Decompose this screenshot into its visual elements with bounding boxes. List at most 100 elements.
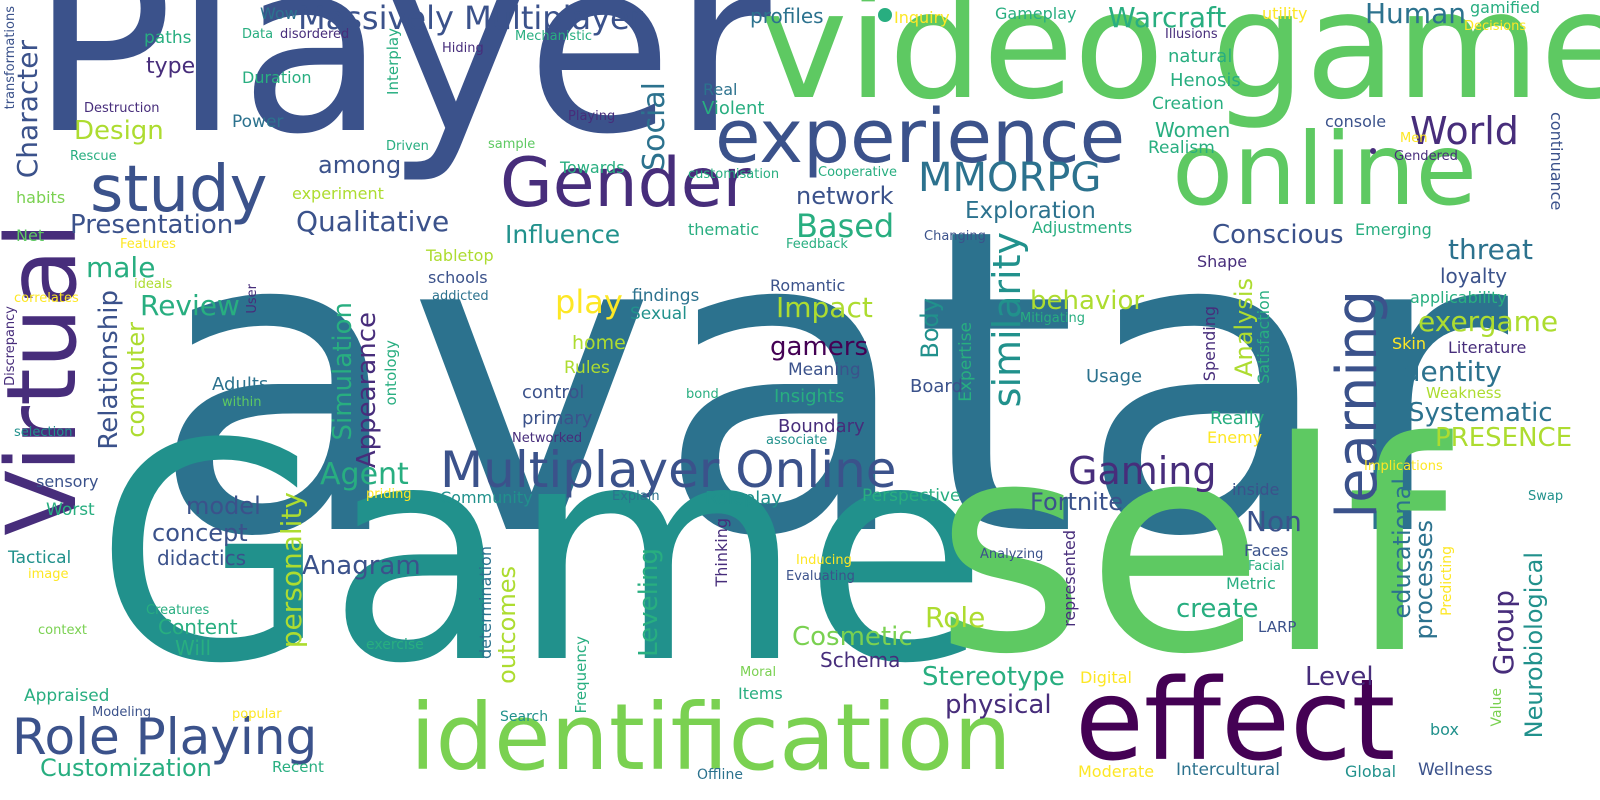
word-community: Community [440,488,533,507]
word-destruction: Destruction [84,101,160,116]
word-exergame: exergame [1418,305,1559,338]
word-content: Content [158,615,238,639]
word-romantic: Romantic [770,276,846,295]
word-explain: Explain [612,489,660,504]
word-moral: Moral [740,665,777,680]
word-men: Men [1400,131,1428,146]
word-creatures: Creatures [146,603,210,618]
word-emerging: Emerging [1355,220,1432,239]
word-fortnite: Fortnite [1030,488,1123,516]
word-sample: sample [488,137,536,152]
word-schema: Schema [820,648,901,672]
word-disordered: disordered [280,27,350,42]
word-creation: Creation [1152,94,1224,114]
word-feedback: Feedback [786,237,848,252]
word-rescue: Rescue [70,149,117,164]
word-ontology: ontology [382,340,400,406]
word-avatar: avatar [150,140,1509,629]
word-satisfaction: Satisfaction [1254,290,1273,384]
word-inside: inside [1232,480,1280,499]
word-video-game: video game [760,0,1600,132]
word-represented: represented [1060,530,1079,627]
word-human: Human [1365,0,1466,30]
word-swap: Swap [1528,489,1564,504]
word-non: Non [1246,505,1302,538]
word-type: type [146,54,196,79]
word-threat: threat [1448,233,1533,266]
word-social: Social [637,82,672,171]
word-identity: identity [1395,355,1502,388]
word-effect: effect [1075,656,1396,786]
word-analysis: Analysis [1230,278,1258,377]
word-search: Search [500,709,549,725]
word-play: play [555,283,623,321]
word-review: Review [140,289,240,322]
word-presentation: Presentation [70,210,234,240]
word-duration: Duration [242,68,312,87]
word-determination: determination [476,546,495,660]
word-player: Player [30,0,771,187]
word-behavior: behavior [1030,286,1145,316]
word-group: Group [1487,590,1520,676]
word-networked: Networked [512,431,583,446]
word-schools: schools [428,268,488,287]
word-real: Real [703,80,738,99]
word-henosis: Henosis [1170,70,1241,91]
word-transformations: transformations [3,6,18,110]
word-cosmetic: Cosmetic [792,622,913,652]
word-level: Level [1305,662,1374,692]
word-skin: Skin [1392,334,1427,353]
word-selection: selection [14,425,73,440]
dot-mark [878,8,892,22]
word-self: self [935,381,1448,718]
word-applicability: applicability [1410,288,1507,307]
word-facial: Facial [1248,559,1285,574]
word-mmorpg: MMORPG [918,155,1102,201]
word-utility: utility [1262,4,1308,23]
word-mechanistic: Mechanistic [515,29,593,44]
word-context: context [38,623,87,638]
word-network: network [796,182,894,210]
word-wow: Wow [260,4,298,23]
word-relationship: Relationship [94,290,124,450]
word-board: Board [910,376,963,397]
word-customisation: customisation [688,167,780,182]
word-home: home [572,332,626,354]
word-gamers: gamers [770,332,868,362]
word-physical: physical [945,690,1052,720]
word-adults: Adults [212,374,269,395]
word-paths: paths [144,28,192,48]
word-bond: bond [686,387,719,402]
word-thematic: thematic [688,220,760,239]
word-modeling: Modeling [92,705,152,720]
word-within: within [222,395,262,410]
word-habits: habits [16,188,66,207]
word-changing: Changing [924,229,986,244]
word-stereotype: Stereotype [922,662,1065,692]
word-addicted: addicted [432,289,489,304]
word-influence: Influence [505,220,621,249]
word-sexual: Sexual [630,304,687,324]
word-popular: popular [232,707,282,722]
word-insights: Insights [774,386,845,407]
word-online: online [1172,111,1478,228]
word-neurobiological: Neurobiological [1520,552,1548,739]
word-adjustments: Adjustments [1032,218,1133,237]
word-customization: Customization [40,754,212,782]
word-learning: learning [1325,290,1390,519]
word-hiding: Hiding [442,41,484,56]
word-will: Will [175,636,212,660]
word-associate: associate [766,433,828,448]
word-natural: natural [1168,46,1233,67]
word-model: model [186,492,261,520]
word-moderate: Moderate [1078,762,1155,781]
word-decisions: Decisions [1464,19,1527,34]
word-systematic: Systematic [1408,398,1553,428]
word-processes: processes [1410,520,1438,640]
word-computer: computer [122,322,150,438]
word-identification: identification [410,684,1012,791]
word-recent: Recent [272,758,324,776]
word-experiment: experiment [292,184,384,203]
word-correlates: correlates [14,291,79,306]
word-realism: Realism [1148,138,1215,158]
